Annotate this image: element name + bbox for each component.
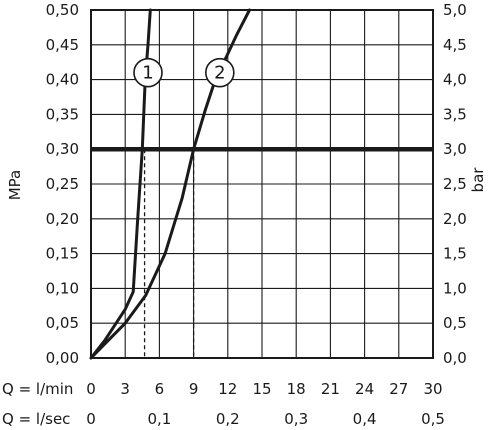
x-tick-label: 18 bbox=[287, 380, 306, 398]
x-tick-label: 9 bbox=[189, 380, 199, 398]
x-tick-label: 30 bbox=[423, 380, 442, 398]
x-tick-label: 21 bbox=[321, 380, 340, 398]
x-axis-row-label-primary: Q = l/min bbox=[2, 380, 73, 398]
y-tick-label-left: 0,25 bbox=[46, 175, 79, 193]
y-tick-label-left: 0,10 bbox=[46, 279, 79, 297]
y-tick-label-left: 0,20 bbox=[46, 210, 79, 228]
x2-tick-label: 0,4 bbox=[353, 410, 377, 428]
y-tick-label-left: 0,40 bbox=[46, 71, 79, 89]
y-tick-label-left: 0,30 bbox=[46, 140, 79, 158]
x-tick-label: 6 bbox=[155, 380, 165, 398]
y-tick-label-right: 2,0 bbox=[443, 210, 467, 228]
y-tick-label-left: 0,00 bbox=[46, 349, 79, 367]
y-tick-label-left: 0,15 bbox=[46, 245, 79, 263]
y-axis-title-left: MPa bbox=[6, 170, 24, 201]
curve-label-circle-1 bbox=[133, 57, 163, 88]
x2-tick-label: 0,5 bbox=[421, 410, 445, 428]
y-tick-label-right: 4,0 bbox=[443, 71, 467, 89]
x2-tick-label: 0,1 bbox=[147, 410, 171, 428]
y-tick-label-right: 3,5 bbox=[443, 105, 467, 123]
y-tick-label-right: 5,0 bbox=[443, 1, 467, 19]
plot-border bbox=[90, 9, 434, 359]
y-tick-label-right: 1,5 bbox=[443, 245, 467, 263]
x2-tick-label: 0,2 bbox=[216, 410, 240, 428]
x-axis-row-label-secondary: Q = l/sec bbox=[2, 410, 70, 428]
x-tick-label: 0 bbox=[86, 380, 96, 398]
y-tick-label-right: 3,0 bbox=[443, 140, 467, 158]
y-tick-label-left: 0,50 bbox=[46, 1, 79, 19]
y-tick-label-right: 0,0 bbox=[443, 349, 467, 367]
y-tick-label-right: 1,0 bbox=[443, 279, 467, 297]
curve-label-1: 1 bbox=[142, 63, 153, 84]
curve-2 bbox=[89, 8, 251, 360]
y-axis-title-right: bar bbox=[469, 167, 487, 193]
x-tick-label: 24 bbox=[355, 380, 374, 398]
tick-labels: 0,00 0,00,05 0,50,10 1,00,15 1,50,20 2,00,25 2… bbox=[46, 1, 467, 428]
x-tick-label: 3 bbox=[120, 380, 130, 398]
y-tick-label-left: 0,35 bbox=[46, 105, 79, 123]
x-tick-label: 27 bbox=[389, 380, 408, 398]
curve-label-circle-2 bbox=[205, 57, 235, 88]
x2-tick-label: 0 bbox=[86, 410, 96, 428]
y-tick-label-right: 2,5 bbox=[443, 175, 467, 193]
y-tick-label-right: 4,5 bbox=[443, 36, 467, 54]
x-tick-label: 12 bbox=[218, 380, 237, 398]
y-tick-label-left: 0,05 bbox=[46, 314, 79, 332]
y-tick-label-left: 0,45 bbox=[46, 36, 79, 54]
plot-frame bbox=[90, 9, 434, 359]
x2-tick-label: 0,3 bbox=[284, 410, 308, 428]
curve-label-2: 2 bbox=[214, 63, 225, 84]
y-tick-label-right: 0,5 bbox=[443, 314, 467, 332]
x-tick-label: 15 bbox=[252, 380, 271, 398]
